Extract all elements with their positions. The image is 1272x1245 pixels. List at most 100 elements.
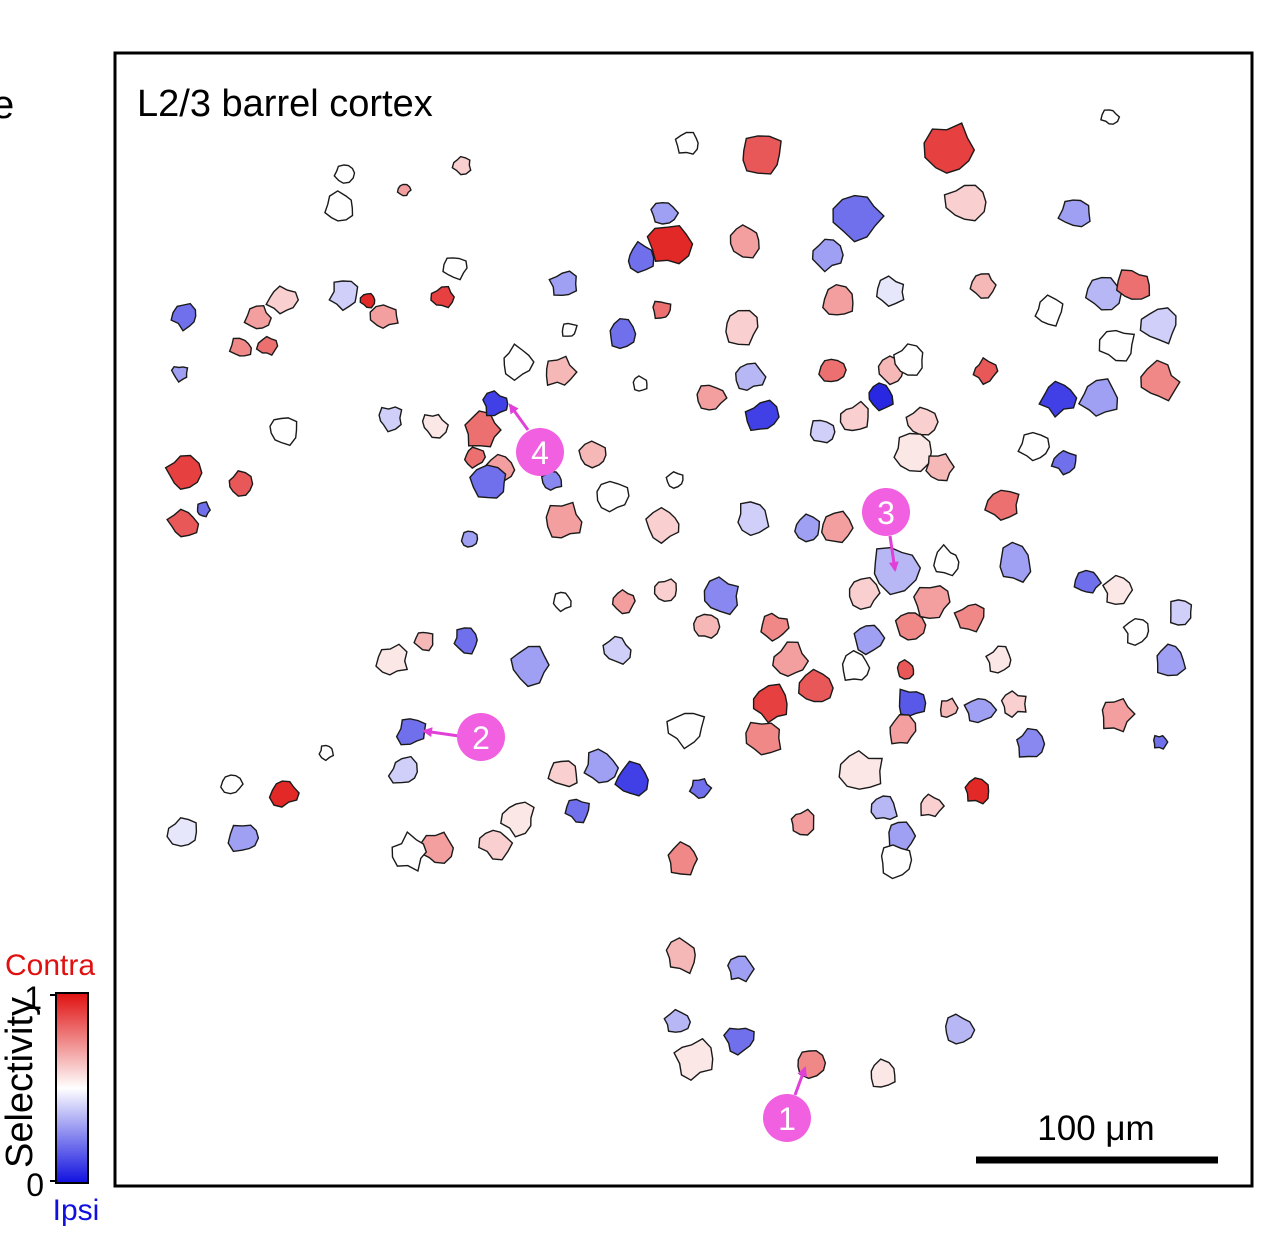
cell-roi (729, 224, 760, 259)
cell-roi (500, 801, 535, 838)
colorbar-max-tick: 1 (24, 980, 42, 1016)
cell-roi (894, 612, 927, 641)
cell-roi (838, 749, 883, 790)
callout-label: 1 (778, 1101, 796, 1137)
cell-roi (963, 697, 998, 724)
cell-roi (646, 224, 694, 265)
cell-roi (396, 183, 412, 197)
cell-roi (943, 184, 987, 222)
cell-roi (953, 603, 985, 633)
callout-arrow (888, 535, 899, 572)
cell-roi (442, 257, 468, 281)
cell-roi (666, 712, 706, 750)
callout-label: 3 (877, 495, 895, 531)
colorbar-axis-label: Selectivity (0, 997, 41, 1168)
cell-roi (898, 688, 927, 717)
cell-roi (614, 760, 649, 797)
cell-roi (794, 513, 821, 543)
cell-roi (413, 631, 434, 652)
colorbar-min-tick: 0 (26, 1167, 44, 1203)
cell-roi (984, 489, 1020, 521)
cell-roi (166, 508, 200, 538)
cell-roi (627, 240, 655, 274)
cell-roi (359, 292, 376, 309)
cell-roi (667, 840, 699, 876)
cell-roi (673, 1037, 714, 1082)
cell-roi (999, 541, 1032, 584)
cell-roi (925, 452, 955, 482)
cell-roi (1034, 294, 1064, 327)
cell-roi (166, 817, 198, 847)
cell-roi (170, 365, 189, 383)
cell-roi (888, 821, 917, 851)
cell-roi (609, 317, 637, 350)
cell-roi (170, 302, 197, 332)
callout-marker (862, 488, 910, 536)
cell-roi (969, 273, 997, 299)
cell-roi (688, 777, 713, 800)
cell-roi (395, 718, 427, 746)
cell-roi (463, 446, 487, 469)
cell-roi (880, 844, 913, 880)
cell-roi (1050, 449, 1077, 476)
cell-roi (375, 643, 409, 676)
cell-roi (369, 304, 399, 329)
cell-roi (632, 375, 648, 392)
cell-roi (818, 358, 847, 383)
callout-marker (763, 1094, 811, 1142)
cell-roi (255, 335, 279, 356)
cell-roi (430, 285, 455, 309)
cell-roi (1084, 276, 1123, 311)
callout-marker (457, 713, 505, 761)
callouts-layer: 1 2 3 4 (422, 403, 910, 1142)
cell-roi (547, 760, 578, 788)
left-edge-glyph: e (0, 83, 14, 127)
cell-roi (893, 432, 933, 473)
cell-roi (469, 464, 507, 499)
cell-roi (696, 384, 728, 411)
cell-roi (265, 285, 300, 315)
cell-roi (1077, 378, 1119, 417)
cell-roi (870, 1058, 896, 1088)
cell-roi (939, 697, 959, 719)
cell-roi (663, 1008, 692, 1033)
panel-title: L2/3 barrel cortex (137, 83, 433, 125)
cell-roi (820, 510, 854, 544)
cell-roi (564, 798, 590, 824)
cell-roi (964, 777, 990, 805)
cell-roi (1139, 307, 1177, 345)
cell-roi (652, 300, 672, 320)
cell-roi (1000, 690, 1027, 719)
cell-roi (650, 201, 680, 225)
cell-roi (1169, 599, 1193, 626)
cell-roi (734, 362, 767, 392)
cell-roi (1156, 643, 1187, 677)
cell-roi (1100, 109, 1121, 125)
cell-roi (1122, 617, 1150, 647)
cell-roi (692, 613, 721, 639)
cell-roi (905, 406, 939, 436)
colorbar-top-label: Contra (5, 949, 95, 982)
cell-roi (460, 530, 479, 548)
cell-roi (665, 937, 696, 975)
cell-roi (478, 829, 514, 861)
cell-roi (482, 390, 509, 417)
cell-roi (920, 793, 946, 818)
cell-roi (378, 406, 403, 433)
colorbar-bottom-label: Ipsi (53, 1194, 100, 1227)
cell-roi (318, 744, 335, 762)
cell-roi (196, 501, 212, 518)
cell-roi (839, 400, 869, 432)
cell-roi (727, 955, 755, 983)
cell-roi (333, 164, 356, 184)
cell-roi (503, 343, 535, 382)
cell-roi (723, 1027, 755, 1056)
cell-roi (596, 480, 630, 513)
cell-roi (268, 780, 300, 808)
cell-roi (228, 337, 253, 357)
cell-roi (674, 131, 699, 155)
cell-roi (889, 713, 917, 745)
cell-roi (243, 304, 273, 330)
cell-roi (611, 588, 636, 615)
